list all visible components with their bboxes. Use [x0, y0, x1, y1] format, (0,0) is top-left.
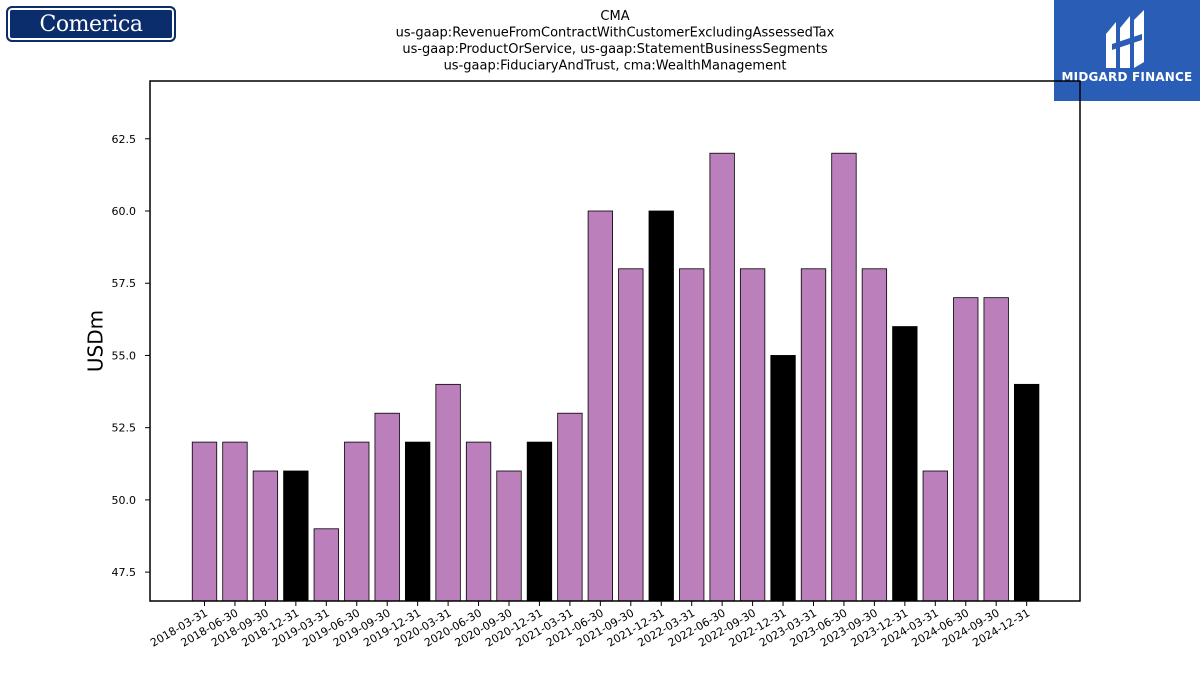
- chart-title-line: CMA: [600, 9, 629, 24]
- y-axis: 47.5 50.0 52.5 55.0 57.5 60.0 62.5: [112, 133, 150, 579]
- y-axis-label: USDm: [84, 310, 108, 372]
- chart-title-line: us-gaap:RevenueFromContractWithCustomerE…: [396, 26, 835, 41]
- y-tick-label: 57.5: [112, 277, 137, 290]
- bar-2018-09-30: [252, 470, 279, 602]
- bar-2022-12-31: [770, 355, 796, 602]
- y-tick-label: 52.5: [112, 422, 137, 435]
- midgard-finance-logo: MIDGARD FINANCE: [1054, 0, 1200, 101]
- midgard-mark-icon: [1106, 10, 1144, 68]
- y-tick-label: 60.0: [112, 205, 137, 218]
- y-tick-label: 47.5: [112, 566, 137, 579]
- bar-2021-03-31: [557, 412, 583, 602]
- y-tick-label: 55.0: [112, 349, 137, 362]
- comerica-logo: Comerica: [6, 6, 176, 42]
- bar-2024-03-31: [922, 470, 948, 602]
- bar-2021-12-31: [648, 210, 674, 602]
- bar-2023-06-30: [831, 152, 857, 602]
- bar-2021-06-30: [587, 210, 613, 602]
- chart-title-line: us-gaap:ProductOrService, us-gaap:Statem…: [402, 42, 828, 57]
- chart-title-line: us-gaap:FiduciaryAndTrust, cma:WealthMan…: [444, 59, 787, 74]
- bar-2019-03-31: [313, 528, 339, 602]
- bar-2020-06-30: [465, 441, 492, 602]
- bar-2022-06-30: [709, 152, 735, 602]
- chart-title: CMA us-gaap:RevenueFromContractWithCustom…: [396, 9, 835, 74]
- x-axis: 2018-03-312018-06-302018-09-302018-12-31…: [148, 601, 1032, 650]
- y-tick-label: 50.0: [112, 494, 137, 507]
- bar-2018-12-31: [283, 470, 309, 602]
- y-tick-label: 62.5: [112, 133, 137, 146]
- bar-2024-06-30: [953, 297, 979, 602]
- bar-2019-12-31: [404, 441, 431, 602]
- bar-2019-06-30: [344, 441, 370, 602]
- bar-2020-09-30: [496, 470, 522, 602]
- bar-2020-03-31: [435, 383, 461, 602]
- bar-2021-09-30: [618, 268, 644, 602]
- midgard-logo-text: MIDGARD FINANCE: [1061, 70, 1193, 84]
- bar-2024-12-31: [1014, 383, 1040, 602]
- bar-2020-12-31: [526, 441, 553, 602]
- plot-frame: [149, 80, 1081, 602]
- bar-2022-09-30: [739, 268, 766, 602]
- bar-2023-03-31: [800, 268, 827, 602]
- bars: [191, 152, 1040, 602]
- bar-2018-03-31: [191, 441, 218, 602]
- bar-2023-09-30: [861, 268, 888, 602]
- bar-2019-09-30: [374, 412, 400, 602]
- bar-2022-03-31: [679, 268, 705, 602]
- bar-2018-06-30: [222, 441, 248, 602]
- comerica-logo-text: Comerica: [39, 12, 143, 37]
- bar-2023-12-31: [892, 326, 918, 602]
- bar-2024-09-30: [983, 297, 1009, 602]
